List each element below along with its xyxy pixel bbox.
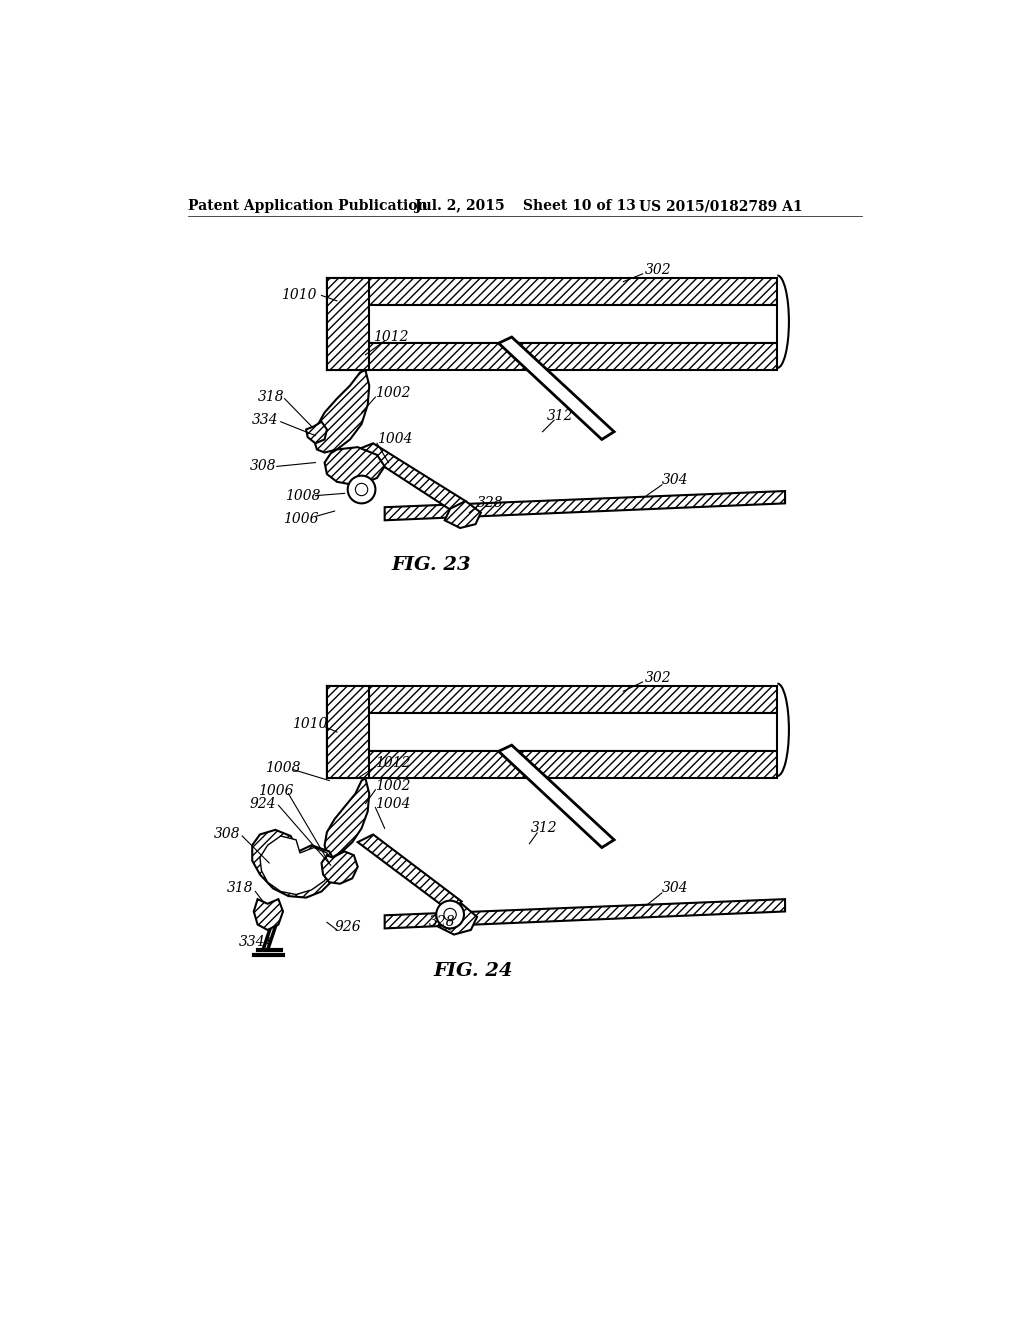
Text: 302: 302 xyxy=(645,263,672,277)
Text: 926: 926 xyxy=(335,920,361,933)
Text: 308: 308 xyxy=(250,459,276,474)
Bar xyxy=(327,305,777,343)
Bar xyxy=(327,751,777,779)
Bar xyxy=(327,686,777,713)
Polygon shape xyxy=(252,830,337,898)
Bar xyxy=(327,343,777,370)
Text: Patent Application Publication: Patent Application Publication xyxy=(188,199,428,213)
Polygon shape xyxy=(260,836,331,895)
Text: Jul. 2, 2015: Jul. 2, 2015 xyxy=(416,199,505,213)
Text: 1012: 1012 xyxy=(373,330,409,345)
Text: 1004: 1004 xyxy=(377,433,413,446)
Bar xyxy=(327,686,370,779)
Circle shape xyxy=(436,900,464,928)
Text: 1002: 1002 xyxy=(376,387,411,400)
Polygon shape xyxy=(254,899,283,929)
Polygon shape xyxy=(313,370,370,453)
Polygon shape xyxy=(325,779,370,858)
Text: 334: 334 xyxy=(239,936,265,949)
Text: 1006: 1006 xyxy=(258,784,293,799)
Text: 1006: 1006 xyxy=(283,512,318,525)
Text: 304: 304 xyxy=(662,474,688,487)
Text: 304: 304 xyxy=(662,882,688,895)
Bar xyxy=(327,277,777,305)
Text: 924: 924 xyxy=(250,797,276,810)
Text: 312: 312 xyxy=(547,409,573,424)
Text: FIG. 24: FIG. 24 xyxy=(433,962,513,979)
Text: 328: 328 xyxy=(429,915,456,929)
Polygon shape xyxy=(357,834,462,911)
Text: Sheet 10 of 13: Sheet 10 of 13 xyxy=(523,199,636,213)
Text: 1002: 1002 xyxy=(376,779,411,793)
Text: 318: 318 xyxy=(258,391,285,404)
Polygon shape xyxy=(325,447,385,486)
Circle shape xyxy=(355,483,368,495)
Polygon shape xyxy=(322,851,357,884)
Bar xyxy=(327,713,777,751)
Polygon shape xyxy=(306,422,327,444)
Text: 334: 334 xyxy=(252,413,279,428)
Text: 1012: 1012 xyxy=(376,756,411,770)
Text: 1010: 1010 xyxy=(281,289,316,302)
Circle shape xyxy=(348,475,376,503)
Text: 1008: 1008 xyxy=(265,762,301,775)
Text: 308: 308 xyxy=(214,828,241,841)
Text: 1004: 1004 xyxy=(376,797,411,810)
Text: 1010: 1010 xyxy=(292,717,328,731)
Circle shape xyxy=(444,908,457,921)
Text: 312: 312 xyxy=(531,821,558,836)
Text: FIG. 23: FIG. 23 xyxy=(391,556,471,574)
Text: 328: 328 xyxy=(477,496,504,511)
Polygon shape xyxy=(385,491,785,520)
Text: 302: 302 xyxy=(645,671,672,685)
Text: 318: 318 xyxy=(226,882,253,895)
Polygon shape xyxy=(357,444,466,511)
Polygon shape xyxy=(499,337,614,440)
Polygon shape xyxy=(438,904,477,935)
Polygon shape xyxy=(385,899,785,928)
Polygon shape xyxy=(499,744,614,847)
Text: 1008: 1008 xyxy=(285,488,321,503)
Text: US 2015/0182789 A1: US 2015/0182789 A1 xyxy=(639,199,803,213)
Polygon shape xyxy=(444,502,481,528)
Bar xyxy=(327,277,370,370)
